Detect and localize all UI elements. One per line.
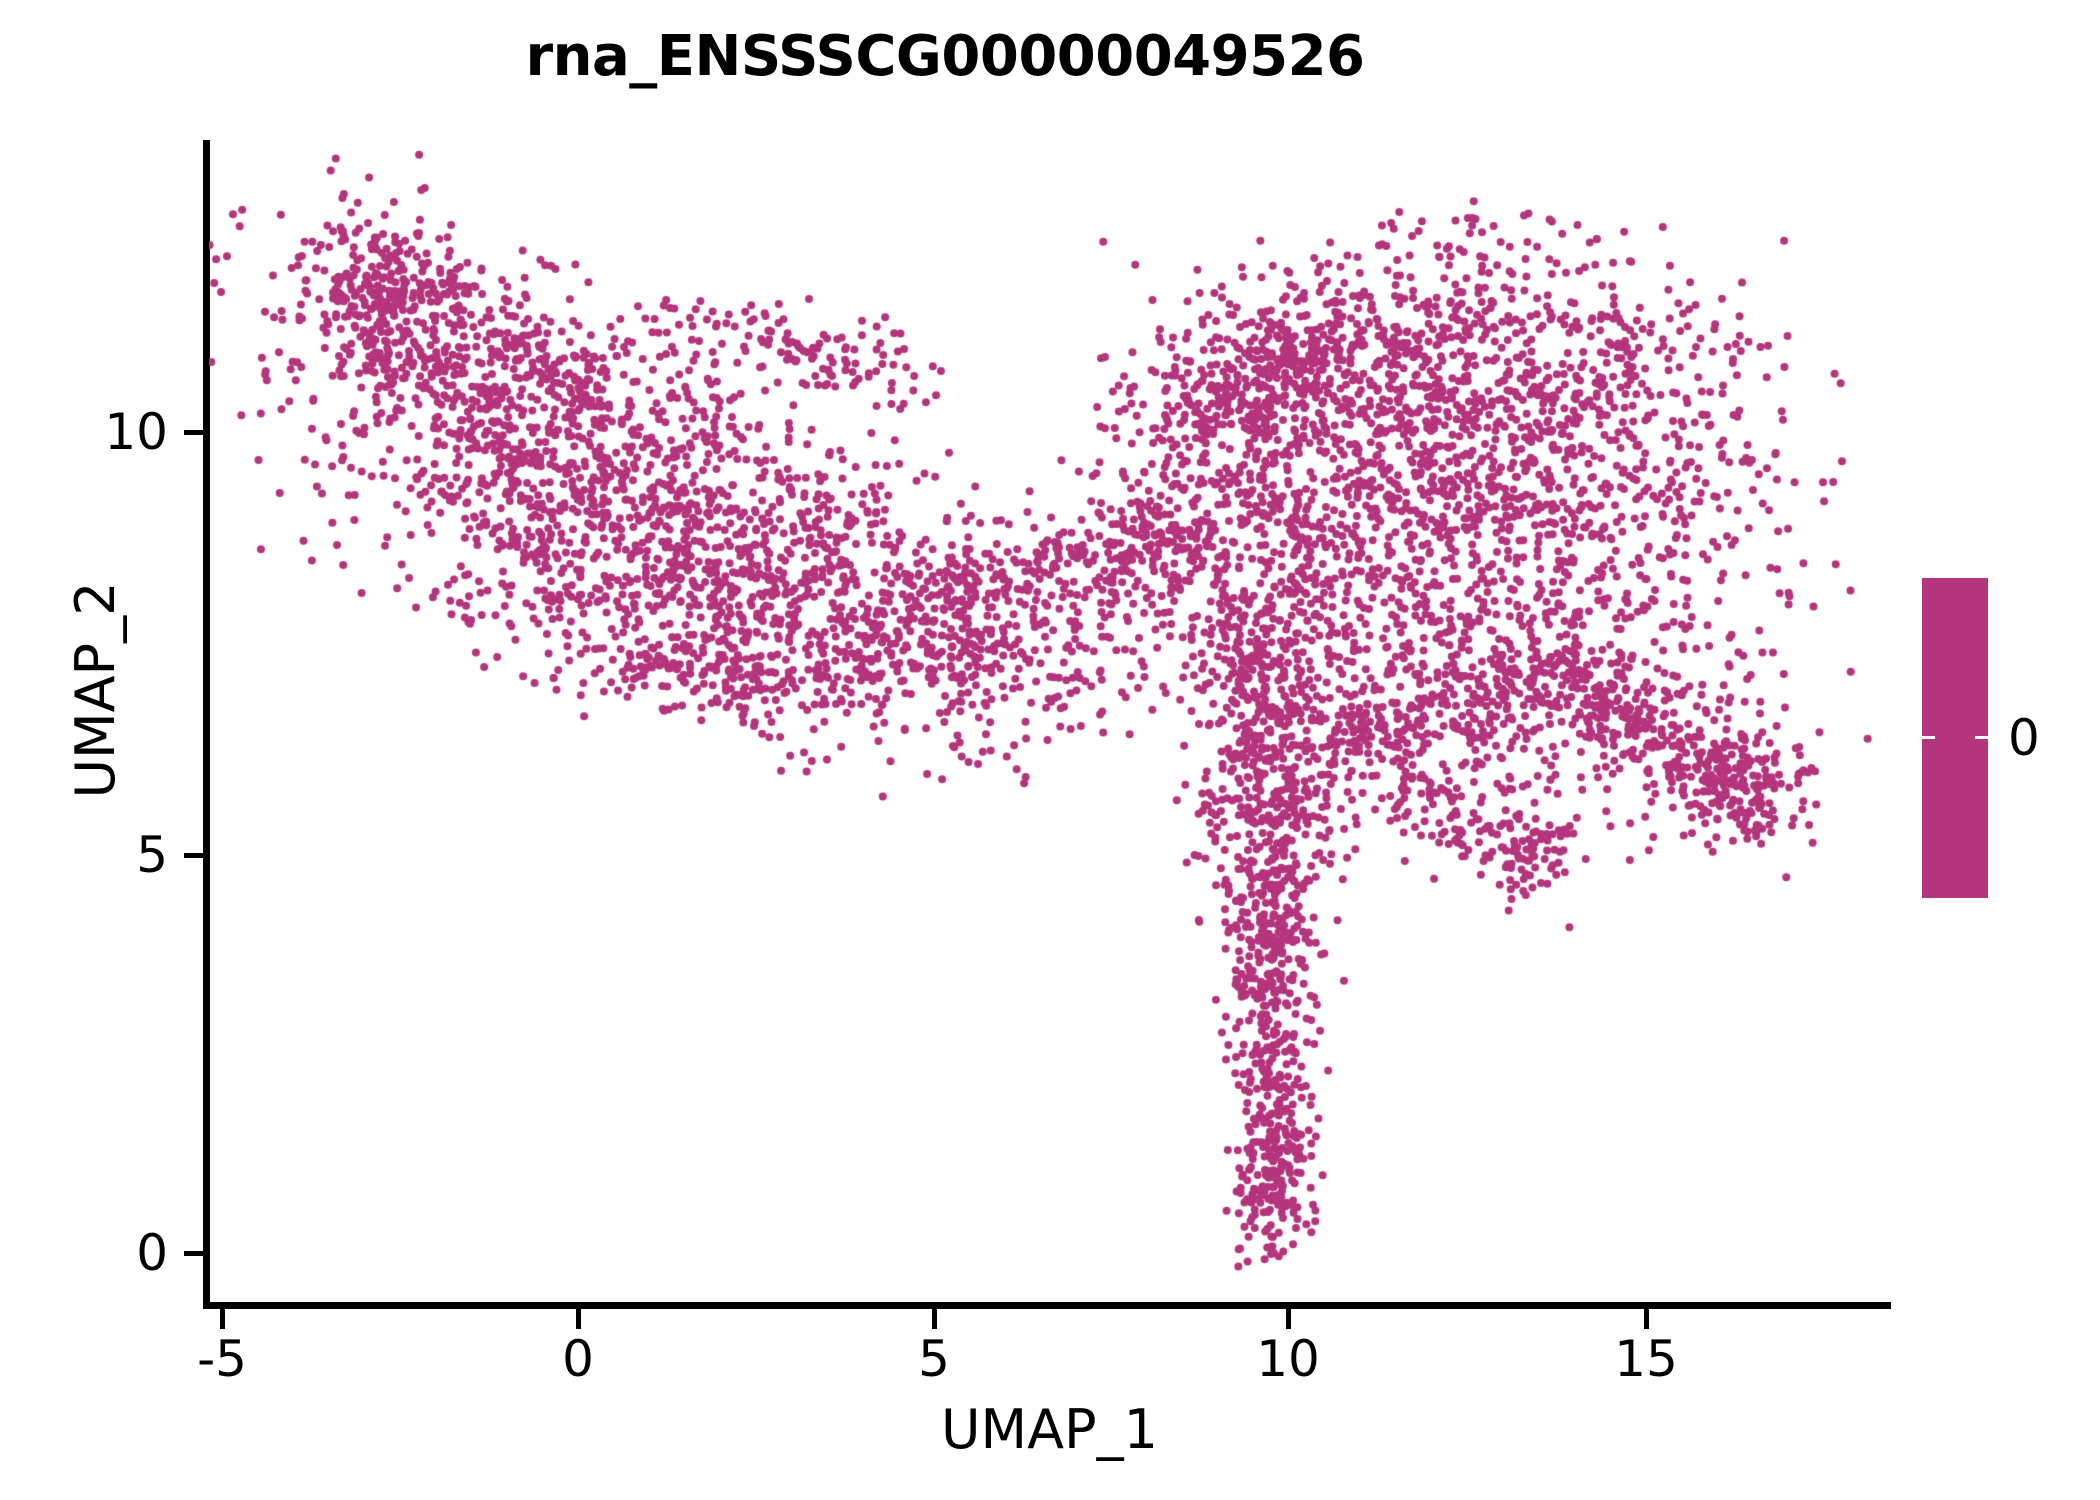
x-tick-label: 0 (562, 1330, 594, 1388)
colorbar-tick-label: 0 (2008, 709, 2040, 767)
x-tick-mark (1644, 1309, 1649, 1329)
y-tick-mark (184, 430, 204, 435)
y-axis-label: UMAP_2 (64, 581, 127, 799)
y-tick-label: 0 (136, 1224, 168, 1282)
y-axis-spine (203, 140, 210, 1308)
x-axis-label: UMAP_1 (941, 1398, 1158, 1461)
x-tick-label: -5 (197, 1330, 247, 1388)
x-tick-mark (1286, 1309, 1291, 1329)
x-tick-mark (576, 1309, 581, 1329)
colorbar-tick-left (1922, 736, 1935, 739)
x-tick-label: 15 (1614, 1330, 1678, 1388)
y-tick-label: 10 (104, 403, 168, 461)
plot-area (209, 140, 1890, 1305)
x-tick-mark (220, 1309, 225, 1329)
x-tick-label: 10 (1256, 1330, 1320, 1388)
y-tick-mark (184, 1251, 204, 1256)
y-tick-label: 5 (136, 826, 168, 884)
umap-scatter-canvas (209, 140, 1890, 1305)
x-tick-label: 5 (918, 1330, 950, 1388)
y-tick-mark (184, 853, 204, 858)
x-tick-mark (932, 1309, 937, 1329)
colorbar-tick-right (1975, 736, 1988, 739)
x-axis-spine (203, 1302, 1891, 1309)
page-title: rna_ENSSSCG00000049526 (525, 24, 1365, 89)
